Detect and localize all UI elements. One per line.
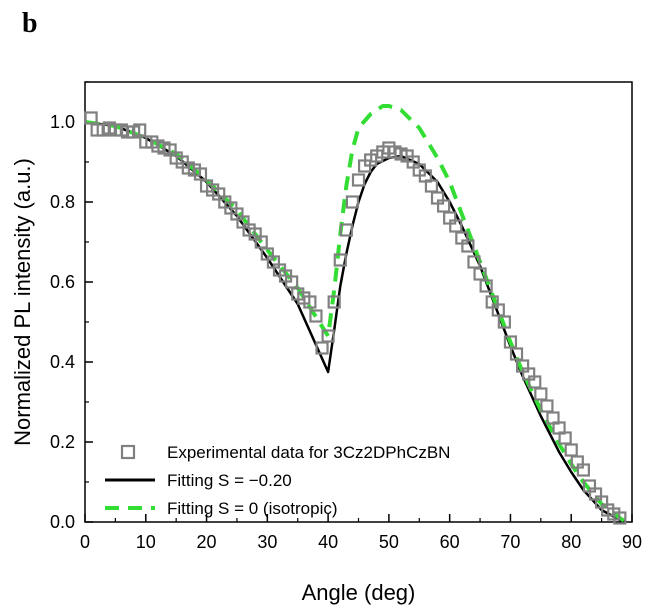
x-axis-title: Angle (deg) bbox=[302, 580, 416, 605]
data-point bbox=[613, 511, 627, 525]
series-line-1 bbox=[84, 120, 627, 524]
x-tick-label: 0 bbox=[80, 532, 90, 552]
data-point bbox=[333, 253, 347, 267]
data-point bbox=[321, 329, 335, 343]
x-tick-label: 70 bbox=[500, 532, 520, 552]
axis-ticks: 0 10 20 30 40 50 60 70 80 90 0.0 0.2 0.4 0.6 0.8 1.0 bbox=[50, 81, 642, 552]
data-point bbox=[351, 173, 366, 187]
series-layer bbox=[84, 104, 627, 525]
data-point bbox=[540, 399, 554, 413]
data-point bbox=[479, 279, 493, 293]
y-tick-label: 0.6 bbox=[50, 272, 75, 292]
x-tick-label: 40 bbox=[318, 532, 338, 552]
x-tick-label: 90 bbox=[622, 532, 642, 552]
legend-label: Experimental data for 3Cz2DPhCzBN bbox=[167, 443, 450, 462]
data-point bbox=[461, 239, 475, 253]
x-tick-label: 60 bbox=[440, 532, 460, 552]
data-point bbox=[576, 463, 590, 477]
data-point bbox=[534, 387, 548, 401]
data-point bbox=[564, 443, 578, 457]
data-point bbox=[309, 309, 323, 323]
x-tick-label: 80 bbox=[561, 532, 581, 552]
panel-label: b bbox=[22, 8, 38, 39]
y-tick-label: 1.0 bbox=[50, 112, 75, 132]
data-point bbox=[303, 295, 317, 309]
series-line-2 bbox=[84, 104, 627, 524]
y-tick-label: 0.2 bbox=[50, 432, 75, 452]
legend: Experimental data for 3Cz2DPhCzBN Fitting… bbox=[105, 443, 450, 518]
legend-label: Fitting S = −0.20 bbox=[167, 471, 292, 490]
legend-label: Fitting S = 0 (isotropic) bbox=[167, 499, 338, 518]
x-tick-label: 20 bbox=[197, 532, 217, 552]
x-tick-label: 50 bbox=[379, 532, 399, 552]
data-point bbox=[339, 223, 353, 237]
data-point bbox=[345, 195, 360, 209]
y-tick-label: 0.4 bbox=[50, 352, 75, 372]
data-point bbox=[327, 295, 341, 309]
data-point bbox=[497, 315, 511, 329]
y-tick-label: 0.0 bbox=[50, 512, 75, 532]
y-tick-label: 0.8 bbox=[50, 192, 75, 212]
y-axis-title: Normalized PL intensity (a.u.) bbox=[10, 158, 35, 446]
x-tick-label: 30 bbox=[257, 532, 277, 552]
x-tick-label: 10 bbox=[136, 532, 156, 552]
legend-marker-square bbox=[120, 444, 136, 460]
